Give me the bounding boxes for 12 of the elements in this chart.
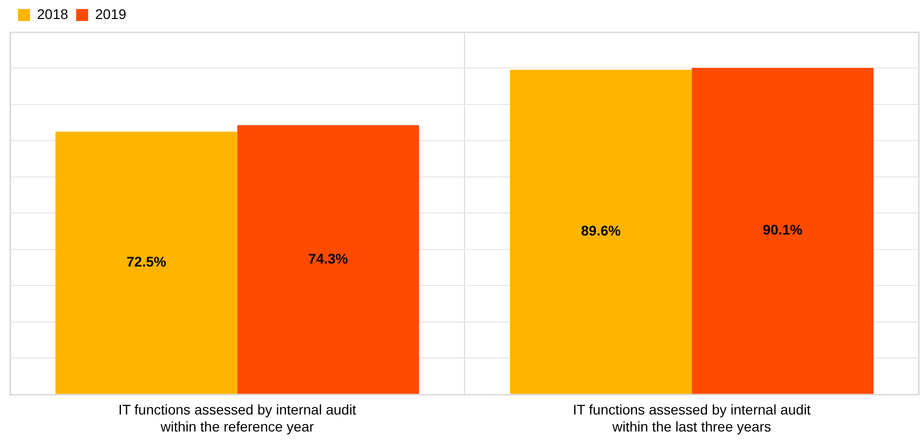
bar: [510, 70, 692, 394]
bar: [692, 68, 874, 394]
legend-label: 2019: [95, 6, 127, 22]
x-tick-label: IT functions assessed by internal audit within the last three years: [572, 402, 811, 434]
data-label: 89.6%: [581, 222, 622, 239]
bar: [55, 132, 238, 394]
legend-label: 2018: [37, 6, 68, 22]
data-label: 74.3%: [308, 250, 349, 266]
bar: [237, 125, 420, 394]
x-tick-label: IT functions assessed by internal audit within the reference year: [118, 402, 356, 434]
data-label: 90.1%: [762, 222, 804, 238]
data-label: 72.5%: [126, 254, 167, 270]
